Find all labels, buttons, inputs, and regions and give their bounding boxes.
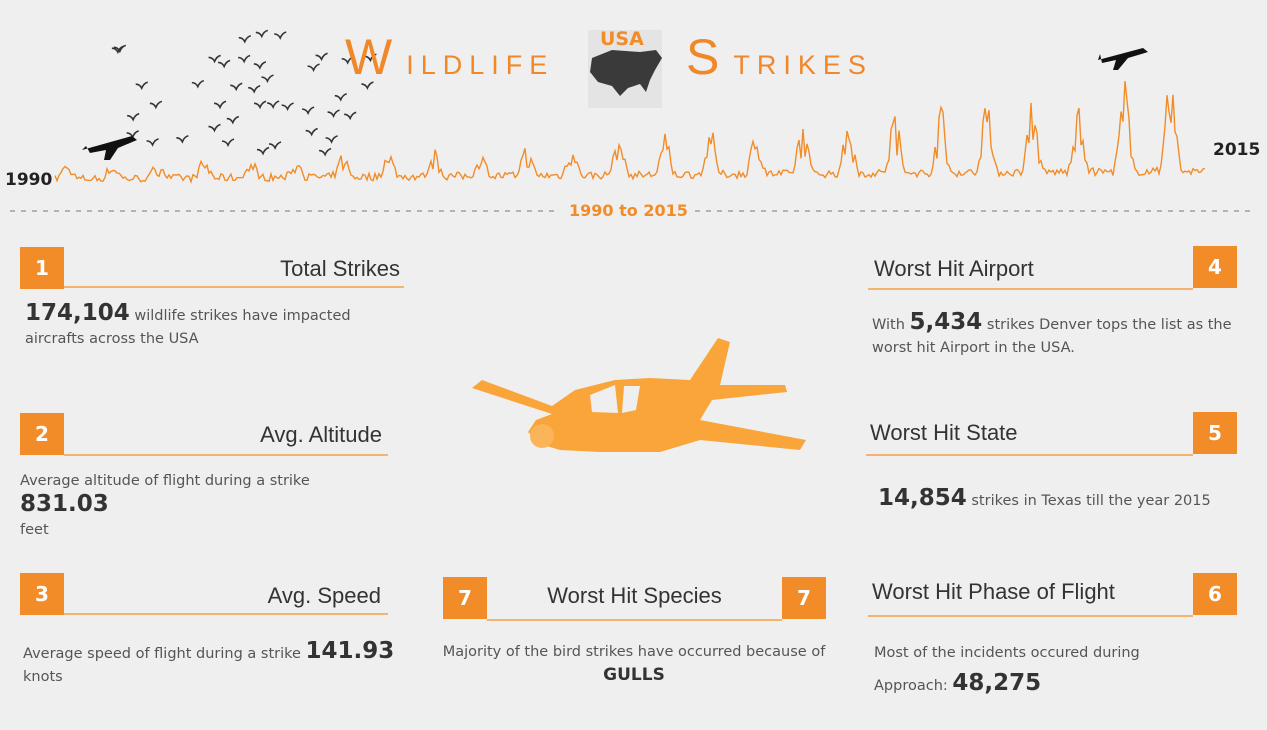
text: Average speed of flight during a strike [23,646,301,662]
end-year: 2015 [1213,140,1261,160]
card-body: 14,854 strikes in Texas till the year 20… [878,487,1238,513]
card-title: Worst Hit Species [547,583,722,608]
bird [319,147,332,157]
card-title: Worst Hit State [870,420,1018,445]
card-title: Worst Hit Phase of Flight [872,579,1115,604]
bird [302,106,315,116]
bird [267,100,280,110]
bird [253,100,267,110]
value: 14,854 [878,485,967,511]
bird [361,81,374,91]
bird [274,31,287,40]
bird [325,135,338,144]
card-body: Most of the incidents occured during App… [874,638,1174,701]
card-body: Average speed of flight during a strike … [23,640,403,689]
card-title: Total Strikes [280,256,400,281]
bird [111,45,125,55]
text: strikes in Texas till the year 2015 [971,493,1211,509]
range-label: 1990 to 2015 [569,201,688,220]
card-body: With 5,434 strikes Denver tops the list … [872,311,1232,360]
underline [866,454,1193,456]
title-word: WILDLIFE [345,29,555,85]
value: 831.03 [20,491,109,517]
trend-line [54,81,1206,185]
underline [868,288,1193,290]
usa-map [590,50,662,96]
bird [226,115,240,125]
underline [64,454,388,456]
bird [238,54,251,64]
bird [253,61,267,70]
bird [230,82,243,92]
card-body: Average altitude of flight during a stri… [20,470,400,542]
badge: 7 [443,577,487,619]
bird [218,59,231,69]
bird [307,63,320,73]
bird [135,81,148,91]
bird [269,141,282,150]
value: 48,275 [952,670,1042,696]
badge: 2 [20,413,64,455]
badge: 4 [1193,246,1237,288]
bird [213,100,227,110]
value: GULLS [603,665,665,685]
text: Most of the incidents occured during App… [874,645,1140,694]
bird [146,138,159,147]
card-title: Avg. Altitude [260,422,382,447]
text: With [872,317,905,333]
underline [868,615,1193,617]
bird [176,134,189,144]
text: feet [20,522,49,538]
card-body: Majority of the bird strikes have occurr… [440,641,828,688]
title-word: STRIKES [686,29,873,85]
bird [341,55,354,65]
bird [208,54,221,64]
value: 141.93 [305,638,395,664]
underline [487,619,782,621]
bird [248,84,261,94]
bird [238,34,252,44]
bird [127,112,140,122]
bird [364,53,377,63]
badge: 3 [20,573,64,615]
birds [111,29,377,157]
badge: 1 [20,247,64,289]
bird [149,100,163,110]
bird [191,79,205,89]
underline [64,613,388,615]
text: Majority of the bird strikes have occurr… [442,644,826,660]
card-title: Worst Hit Airport [874,256,1034,281]
start-year: 1990 [5,170,53,190]
bird [315,52,328,62]
bird [334,92,348,102]
card-title: Avg. Speed [267,583,381,608]
bird [281,102,294,112]
card-body: 174,104 wildlife strikes have impacted a… [25,302,405,351]
bird [126,130,139,139]
bird [255,29,269,39]
bird [221,138,235,148]
bird [344,111,357,121]
value: 5,434 [909,309,983,335]
bird [256,146,270,156]
bird [327,109,340,119]
airplane [472,338,806,452]
badge: 6 [1193,573,1237,615]
bird [261,74,274,84]
badge: 5 [1193,412,1237,454]
text: knots [23,669,63,685]
map-label: USA [600,28,644,50]
value: 174,104 [25,300,130,326]
text: Average altitude of flight during a stri… [20,473,310,489]
badge: 7 [782,577,826,619]
bird [305,127,318,137]
bird [208,123,221,133]
strike-trend [54,81,1206,185]
plane-icon [82,48,1148,160]
text: wildlife strikes have impacted aircrafts… [25,308,351,347]
underline [64,286,404,288]
text: strikes Denver tops the list as the wors… [872,317,1232,356]
